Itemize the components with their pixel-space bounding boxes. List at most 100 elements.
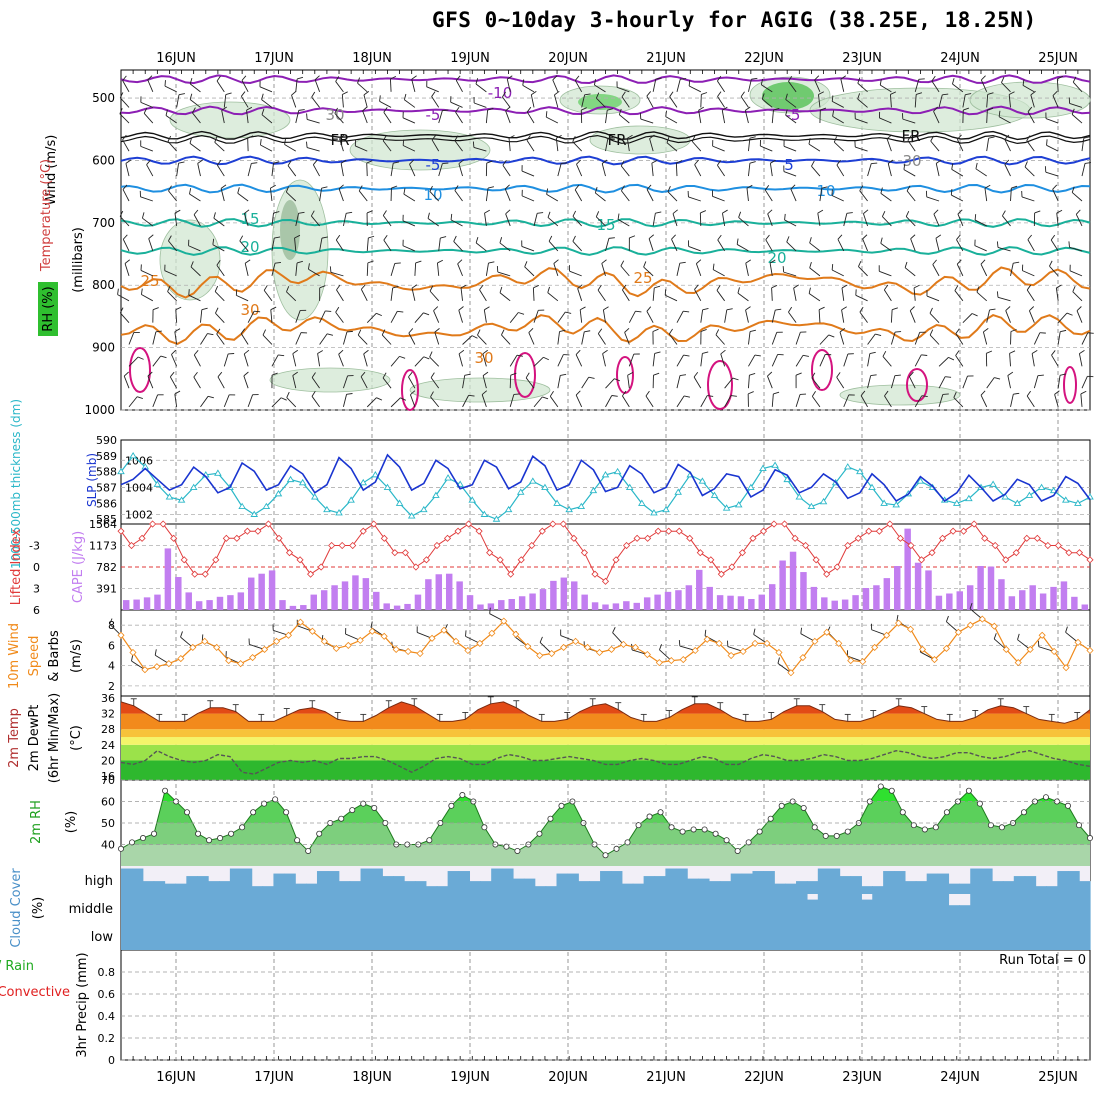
wind-barb (783, 145, 797, 152)
wind-barb (889, 94, 892, 108)
cape-bar (633, 602, 640, 610)
lifted-tick-label: 6 (33, 604, 40, 617)
wind-barb (311, 396, 320, 408)
wind-barb (1017, 639, 1031, 650)
wind-barb-flag (122, 184, 128, 190)
cloud-cell (578, 922, 590, 950)
rh-point (646, 813, 653, 820)
wind-barb-flag (593, 79, 596, 86)
wind-barb (814, 79, 821, 93)
wind-barb-flag (367, 260, 374, 264)
wind-barb (438, 110, 443, 124)
wind-barb (785, 99, 797, 108)
thickness-point (577, 502, 586, 510)
cloud-cell (229, 868, 242, 894)
lifted-point (412, 563, 420, 571)
cloud-cell (197, 894, 209, 922)
cloud-cell (992, 922, 1004, 950)
cloud-cell (349, 881, 362, 894)
wind-barb-flag (764, 184, 770, 191)
wind-barb (841, 309, 845, 323)
wind-barb-flag (376, 312, 382, 317)
rh-band (121, 786, 1090, 802)
cloud-cell (894, 922, 906, 950)
precip-tick-label: 0.8 (98, 966, 116, 979)
cloud-cell (284, 873, 296, 894)
lifted-point (854, 534, 862, 542)
wind-barb-flag (477, 329, 481, 336)
cloud-cell (796, 881, 808, 894)
thickness-point (238, 502, 246, 510)
lifted-point (517, 556, 525, 564)
wind-barb-flag (984, 184, 991, 189)
wind-barb (236, 294, 249, 302)
rh-point (822, 832, 829, 839)
wind-barb (261, 114, 273, 124)
cloud-cell (774, 922, 786, 950)
cloud-cell (621, 883, 634, 894)
wind-barb-flag (659, 644, 663, 650)
lifted-point (1044, 541, 1052, 550)
wind-barb-flag (969, 602, 973, 609)
wind-barb-flag (274, 236, 281, 239)
lifted-point (549, 520, 557, 528)
lifted-point (433, 541, 441, 550)
wind-barb-flag (859, 185, 864, 191)
wind-barb (1045, 171, 1059, 177)
wind-barb-flag (1002, 210, 1006, 217)
wind-barb-flag (400, 397, 407, 401)
wind-barb-flag (261, 93, 264, 100)
wind-barb (402, 245, 416, 252)
wind-barb-flag (720, 349, 726, 355)
wind-barb-flag (306, 141, 308, 148)
isotherm-35 (811, 349, 833, 391)
wind-barb (168, 190, 178, 202)
rh-point (1064, 802, 1071, 809)
lifted-point (601, 577, 610, 585)
rh-point (877, 783, 884, 790)
wind-barb (955, 355, 964, 367)
wind-barb-flag (654, 285, 661, 289)
wind-barb-flag (629, 235, 636, 239)
cloud-cell (643, 894, 656, 922)
wind-barb-flag (745, 106, 751, 111)
pressure-tick-label: 500 (92, 91, 115, 105)
cloud-cell (959, 922, 971, 950)
cloud-row-label: high (85, 874, 113, 889)
lifted-point (507, 570, 515, 578)
wind-barb (546, 194, 559, 202)
wind-barb (458, 163, 463, 177)
wind-barb-flag (212, 238, 215, 245)
wind-barb (700, 353, 703, 367)
pressure-axis-label: (millibars) (71, 227, 86, 293)
wind-speed-point (583, 643, 592, 652)
cloud-cell (545, 886, 558, 894)
lifted-point (380, 534, 388, 542)
wind-barb-flag (665, 110, 668, 117)
wind-barb-flag (119, 307, 124, 314)
cape-bar (279, 600, 286, 610)
wind-barb (640, 118, 654, 124)
wind-barb (240, 96, 249, 108)
chart-title: GFS 0~10day 3-hourly for AGIG (38.25E, 1… (432, 8, 1037, 32)
wind-barb (122, 80, 130, 93)
wind-barb-flag (722, 106, 728, 111)
lifted-point (844, 541, 852, 550)
wind-barb (1081, 138, 1085, 152)
wind-speed-point (595, 648, 604, 657)
isotherm-label: 20 (240, 238, 259, 256)
cloud-cell (502, 922, 514, 950)
wind-speed-point (751, 639, 759, 647)
cloud-cell (121, 894, 133, 922)
wind-barb (402, 220, 416, 227)
wind-speed-point (356, 636, 364, 644)
wind-barb (737, 292, 749, 302)
cape-bar (1050, 586, 1057, 610)
wind-barb-flag (382, 372, 387, 379)
cloud-cell (937, 922, 950, 950)
wind-barb (119, 113, 130, 124)
wind-speed-point (763, 639, 771, 647)
wind-barb (189, 83, 201, 93)
thickness-point (177, 496, 186, 503)
wind-barb-flag (326, 333, 334, 336)
